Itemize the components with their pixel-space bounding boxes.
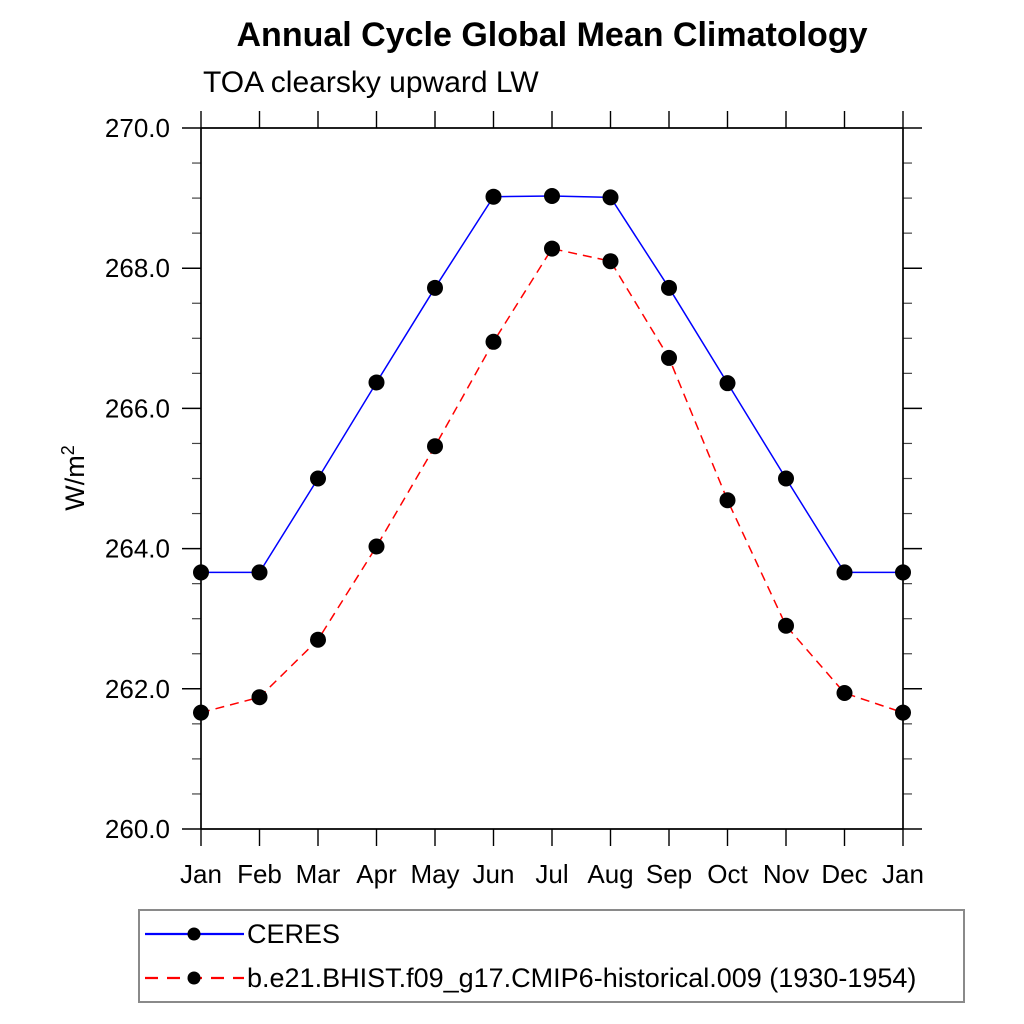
- legend-row-ceres: CERES: [140, 912, 963, 956]
- legend-sample-solid-line: [145, 927, 244, 941]
- series-1-point-Feb: [251, 689, 268, 706]
- series-1-point-Apr: [368, 538, 385, 555]
- x-tick-label: Oct: [707, 859, 748, 889]
- series-line-1: [200, 247, 904, 714]
- series-0-point-Aug: [602, 189, 619, 206]
- y-tick-label: 266.0: [105, 393, 170, 423]
- series-0-point-Dec: [836, 564, 853, 581]
- series-0-point-Oct: [719, 375, 736, 392]
- chart-title: Annual Cycle Global Mean Climatology: [236, 16, 868, 54]
- legend-sample-dashed-line: [145, 971, 244, 985]
- x-tick-label: Aug: [587, 859, 633, 889]
- legend-marker-dot: [187, 971, 201, 985]
- y-tick-label: 260.0: [105, 814, 170, 844]
- series-1-point-Jul: [544, 240, 560, 257]
- legend-label-model: b.e21.BHIST.f09_g17.CMIP6-historical.009…: [247, 962, 917, 993]
- series-1-point-May: [427, 438, 443, 455]
- series-0-point-Jan: [895, 564, 911, 581]
- series-1-point-Dec: [836, 685, 853, 702]
- legend: CERES b.e21.BHIST.f09_g17.CMIP6-historic…: [138, 909, 965, 1003]
- series-1-point-Mar: [310, 631, 326, 648]
- y-tick-label: 264.0: [105, 534, 170, 564]
- series-0-point-Jun: [485, 188, 502, 205]
- x-tick-label: Dec: [821, 859, 867, 889]
- series-1-point-Jun: [485, 333, 502, 350]
- x-tick-label: Apr: [356, 859, 397, 889]
- y-tick-label: 270.0: [105, 113, 170, 143]
- series-0-point-Nov: [778, 470, 794, 487]
- legend-marker-dot: [187, 927, 201, 941]
- series-1-point-Nov: [778, 617, 794, 634]
- series-1-point-Sep: [661, 349, 677, 366]
- series-0-point-May: [427, 279, 443, 296]
- legend-row-model: b.e21.BHIST.f09_g17.CMIP6-historical.009…: [140, 956, 963, 1000]
- x-tick-label: Mar: [296, 859, 341, 889]
- series-0-point-Feb: [251, 564, 268, 581]
- x-tick-label: Jun: [473, 859, 515, 889]
- series-1-point-Jan: [895, 704, 911, 721]
- x-tick-label: Feb: [237, 859, 282, 889]
- series-0-point-Sep: [661, 279, 677, 296]
- chart-subtitle: TOA clearsky upward LW: [203, 66, 539, 99]
- x-tick-label: May: [410, 859, 459, 889]
- x-tick-label: Nov: [763, 859, 809, 889]
- series-0-point-Mar: [310, 470, 326, 487]
- series-1-point-Aug: [602, 253, 619, 270]
- y-tick-label: 262.0: [105, 674, 170, 704]
- series-0-point-Jan: [193, 564, 209, 581]
- series-0-point-Apr: [368, 374, 385, 391]
- x-tick-label: Jan: [882, 859, 924, 889]
- legend-label-ceres: CERES: [247, 918, 341, 949]
- series-1-point-Oct: [719, 492, 736, 509]
- series-0-point-Jul: [544, 187, 560, 204]
- series-1-point-Jan: [193, 704, 209, 721]
- x-tick-label: Sep: [646, 859, 692, 889]
- x-tick-label: Jul: [535, 859, 568, 889]
- x-tick-label: Jan: [180, 859, 222, 889]
- y-tick-label: 268.0: [105, 253, 170, 283]
